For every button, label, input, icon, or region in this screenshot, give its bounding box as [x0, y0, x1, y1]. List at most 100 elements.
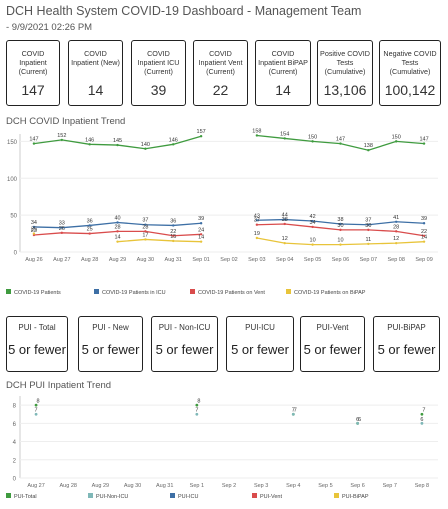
data-label: 28	[142, 224, 148, 230]
kpi-card-positive-tests: Positive COVID Tests (Cumulative) 13,106	[317, 40, 373, 106]
data-label: 154	[280, 131, 289, 137]
data-label: 39	[421, 216, 427, 222]
legend-swatch	[252, 493, 257, 498]
inpatient-trend-title: DCH COVID Inpatient Trend	[6, 116, 126, 127]
pui-label: PUI - Non-ICU	[158, 323, 211, 332]
data-label: 28	[114, 224, 120, 230]
pui-label: PUI-ICU	[245, 323, 275, 332]
data-point	[283, 137, 286, 140]
x-tick-label: Aug 27	[27, 483, 44, 489]
data-label: 8	[197, 399, 200, 405]
legend-label: PUI-Vent	[260, 494, 282, 500]
data-point	[199, 233, 203, 236]
data-label: 39	[198, 216, 204, 222]
kpi-label: COVID Inpatient BiPAP (Current)	[258, 49, 308, 76]
x-tick-label: Aug 29	[109, 257, 126, 263]
data-point	[32, 142, 36, 145]
data-point	[199, 135, 203, 138]
data-label: 23	[31, 228, 37, 234]
inpatient-trend-chart: 0 50 100 150 Aug 26 Aug 27 Aug 28 Aug 29 Aug 30 A…	[6, 128, 438, 296]
data-point	[255, 134, 259, 137]
data-label: 15	[170, 234, 176, 240]
data-label: 140	[141, 142, 150, 148]
data-label: 38	[282, 217, 288, 223]
data-point	[339, 222, 342, 226]
data-label: 6	[420, 417, 423, 423]
x-tick-label: Sep 08	[387, 257, 404, 263]
data-point	[311, 219, 314, 223]
data-label: 36	[87, 218, 93, 224]
data-point	[311, 225, 314, 229]
kpi-value: 14	[87, 82, 104, 98]
kpi-label: Positive COVID Tests (Cumulative)	[320, 49, 370, 76]
kpi-card-negative-tests: Negative COVID Tests (Cumulative) 100,14…	[379, 40, 441, 106]
data-label: 7	[35, 408, 38, 414]
x-tick-label: Sep 06	[332, 257, 349, 263]
data-label: 7	[422, 408, 425, 414]
legend-swatch	[6, 493, 11, 498]
kpi-label: Negative COVID Tests (Cumulative)	[383, 49, 437, 76]
x-tick-label: Aug 26	[25, 257, 42, 263]
x-tick-label: Sep 8	[415, 483, 429, 489]
data-label: 34	[310, 220, 316, 226]
pui-value: 5 or fewer	[8, 342, 66, 357]
data-point	[255, 223, 259, 226]
x-tick-label: Sep 6	[350, 483, 364, 489]
pui-label: PUI-Vent	[316, 323, 349, 332]
legend-label: COVID-19 Patients on BiPAP	[294, 290, 366, 296]
data-label: 145	[113, 138, 122, 144]
data-label: 37	[142, 218, 148, 224]
pui-label: PUI - Total	[18, 323, 56, 332]
data-label: 10	[337, 238, 343, 244]
data-label: 30	[337, 223, 343, 229]
data-label: 7	[294, 408, 297, 414]
data-point	[172, 143, 175, 146]
y-tick-label: 6	[13, 422, 17, 428]
data-point	[339, 142, 342, 145]
data-label: 43	[254, 213, 260, 219]
data-point	[199, 222, 203, 225]
x-tick-label: Sep 05	[304, 257, 321, 263]
x-tick-label: Aug 28	[60, 483, 77, 489]
pui-value: 5 or fewer	[81, 342, 140, 357]
y-tick-label: 4	[13, 440, 17, 446]
data-point	[395, 241, 398, 245]
data-point	[395, 140, 398, 143]
data-label: 25	[87, 227, 93, 233]
y-tick-label: 0	[13, 477, 17, 483]
kpi-card-inpatient-current: COVID Inpatient (Current) 147	[6, 40, 60, 106]
pui-trend-chart: 0 2 4 6 8 Aug 27 Aug 28 Aug 29 Aug 30 Aug 31 Sep 1…	[6, 396, 438, 500]
data-point	[367, 223, 370, 226]
data-point	[32, 225, 36, 229]
data-label: 22	[421, 229, 427, 235]
data-point	[144, 230, 147, 233]
data-label: 11	[365, 237, 371, 243]
report-date: - 9/9/2021 02:26 PM	[6, 22, 93, 33]
data-label: 42	[310, 214, 316, 220]
data-point	[291, 412, 295, 416]
pui-label: PUI-BiPAP	[387, 323, 426, 332]
data-point	[255, 219, 259, 222]
data-point	[60, 138, 63, 142]
data-point	[34, 412, 38, 416]
x-tick-label: Sep 2	[222, 483, 236, 489]
legend-label: PUI-ICU	[178, 494, 199, 500]
x-tick-label: Sep 7	[383, 483, 397, 489]
data-label: 44	[282, 213, 288, 219]
data-label: 25	[31, 227, 37, 233]
series-line	[117, 238, 202, 243]
x-tick-label: Aug 30	[124, 483, 141, 489]
data-point	[116, 240, 119, 243]
x-tick-label: Sep 5	[318, 483, 332, 489]
pui-card-bipap: PUI-BiPAP 5 or fewer	[373, 316, 440, 372]
data-point	[195, 403, 199, 407]
data-point	[144, 238, 147, 241]
data-label: 37	[365, 218, 371, 224]
x-tick-label: Sep 04	[276, 257, 293, 263]
data-label: 38	[337, 217, 343, 223]
x-tick-label: Aug 31	[165, 257, 182, 263]
legend-label: COVID-19 Patients	[14, 290, 61, 296]
kpi-card-vent-current: COVID Inpatient Vent (Current) 22	[193, 40, 248, 106]
y-tick-label: 150	[7, 140, 18, 146]
data-point	[283, 218, 286, 221]
